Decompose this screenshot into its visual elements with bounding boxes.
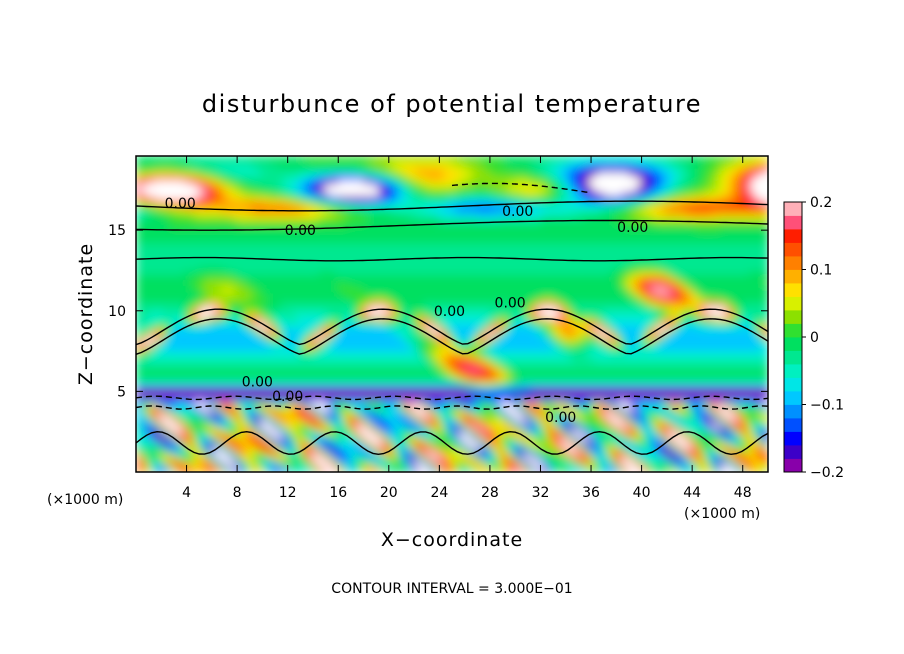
colorbar-swatch bbox=[784, 351, 802, 365]
x-tick-label: 24 bbox=[430, 485, 448, 501]
contour-label: 0.00 bbox=[242, 375, 273, 391]
colorbar-swatch bbox=[784, 216, 802, 230]
colorbar-swatch bbox=[784, 297, 802, 311]
colorbar-swatch bbox=[784, 391, 802, 405]
colorbar-swatch bbox=[784, 310, 802, 324]
x-tick-label: 28 bbox=[481, 485, 499, 501]
colorbar-tick-label: −0.2 bbox=[810, 465, 844, 481]
x-tick-label: 36 bbox=[582, 485, 600, 501]
contour-interval-footnote: CONTOUR INTERVAL = 3.000E−01 bbox=[331, 581, 572, 597]
colorbar-swatch bbox=[784, 324, 802, 338]
x-tick-label: 12 bbox=[279, 485, 297, 501]
contour-label: 0.00 bbox=[434, 304, 465, 320]
x-unit-right: (×1000 m) bbox=[684, 506, 760, 522]
x-tick-label: 4 bbox=[182, 485, 191, 501]
colorbar: 0.2 0.1 0 −0.1 −0.2 bbox=[784, 195, 844, 481]
contour-label: 0.00 bbox=[285, 223, 316, 239]
colorbar-swatch bbox=[784, 418, 802, 432]
colorbar-swatch bbox=[784, 202, 802, 216]
y-tick-label: 10 bbox=[108, 304, 126, 320]
x-tick-label: 16 bbox=[329, 485, 347, 501]
colorbar-tick-label: 0.2 bbox=[810, 195, 832, 211]
colorbar-swatch bbox=[784, 432, 802, 446]
colorbar-tick-label: 0.1 bbox=[810, 263, 832, 279]
x-unit-left: (×1000 m) bbox=[47, 492, 123, 508]
x-tick-label: 44 bbox=[683, 485, 701, 501]
colorbar-swatch bbox=[784, 378, 802, 392]
colorbar-tick-label: −0.1 bbox=[810, 398, 844, 414]
contour-label: 0.00 bbox=[617, 220, 648, 236]
colorbar-swatch bbox=[784, 337, 802, 351]
contour-label: 0.00 bbox=[495, 296, 526, 312]
x-tick-label: 32 bbox=[532, 485, 550, 501]
x-tick-label: 8 bbox=[233, 485, 242, 501]
colorbar-swatch bbox=[784, 445, 802, 459]
y-axis-label: Z−coordinate bbox=[75, 243, 97, 385]
colorbar-swatch bbox=[784, 283, 802, 297]
chart-title: disturbunce of potential temperature bbox=[202, 90, 702, 118]
x-axis-label: X−coordinate bbox=[381, 529, 523, 551]
colorbar-swatch bbox=[784, 459, 802, 473]
x-tick-label: 40 bbox=[633, 485, 651, 501]
colorbar-swatch bbox=[784, 270, 802, 284]
colorbar-swatch bbox=[784, 229, 802, 243]
colorbar-swatch bbox=[784, 256, 802, 270]
colorbar-swatch bbox=[784, 243, 802, 257]
contour-label: 0.00 bbox=[545, 410, 576, 426]
x-tick-label: 48 bbox=[734, 485, 752, 501]
contour-label: 0.00 bbox=[502, 204, 533, 220]
contour-label: 0.00 bbox=[272, 389, 303, 405]
colorbar-swatch bbox=[784, 405, 802, 419]
contour-label: 0.00 bbox=[165, 196, 196, 212]
y-tick-label: 5 bbox=[117, 384, 126, 400]
colorbar-tick-label: 0 bbox=[810, 330, 819, 346]
y-tick-label: 15 bbox=[108, 223, 126, 239]
x-tick-label: 20 bbox=[380, 485, 398, 501]
colorbar-swatch bbox=[784, 364, 802, 378]
